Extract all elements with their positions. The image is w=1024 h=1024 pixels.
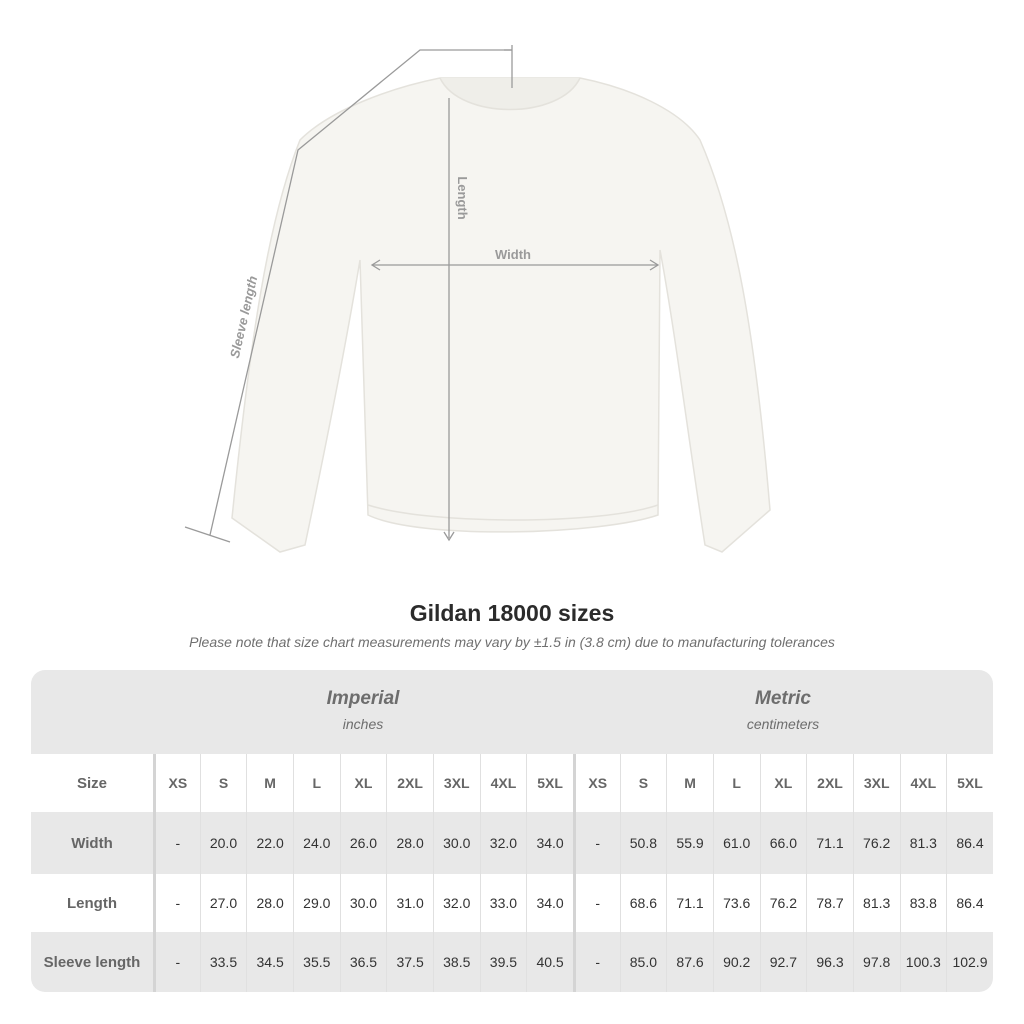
metric-value-cell: 76.2 — [759, 874, 807, 932]
metric-value-cell: 86.4 — [946, 874, 993, 932]
metric-size-header: XL — [759, 754, 807, 812]
imperial-value-cell: 40.5 — [526, 932, 573, 992]
imperial-value-cell: 34.0 — [526, 812, 573, 874]
metric-size-header: M — [666, 754, 713, 812]
imperial-value-cell: 39.5 — [479, 932, 527, 992]
metric-value-cell: 68.6 — [619, 874, 667, 932]
metric-value-cell: 66.0 — [759, 812, 807, 874]
table-row: Sleeve length -33.5 34.5 35.5 36.5 37.5 38.5 39… — [31, 932, 993, 992]
metric-value-cell: 78.7 — [806, 874, 853, 932]
size-table: Imperial inches Metric centimeters Size X… — [31, 670, 993, 992]
measurement-lines — [184, 45, 660, 543]
metric-size-header: XS — [572, 754, 620, 812]
metric-value-cell: 71.1 — [666, 874, 713, 932]
metric-value-cell: 55.9 — [666, 812, 713, 874]
imperial-title: Imperial — [326, 688, 400, 709]
imperial-value-cell: - — [153, 874, 200, 932]
imperial-value-cell: 27.0 — [199, 874, 247, 932]
imperial-value-cell: 37.5 — [386, 932, 433, 992]
metric-value-cell: 102.9 — [946, 932, 993, 992]
metric-value-cell: 97.8 — [852, 932, 900, 992]
imperial-value-cell: 28.0 — [246, 874, 293, 932]
metric-value-cell: 50.8 — [619, 812, 667, 874]
imperial-value-cell: 30.0 — [432, 812, 480, 874]
imperial-size-header: XL — [339, 754, 387, 812]
metric-value-cell: 76.2 — [852, 812, 900, 874]
page-title: Gildan 18000 sizes — [409, 600, 615, 626]
metric-header: Metric centimeters — [573, 670, 993, 754]
imperial-value-cell: 35.5 — [292, 932, 340, 992]
imperial-header: Imperial inches — [153, 670, 573, 754]
imperial-value-cell: 26.0 — [339, 812, 387, 874]
imperial-size-header: 2XL — [386, 754, 433, 812]
metric-value-cell: - — [572, 812, 620, 874]
metric-value-cell: 90.2 — [712, 932, 760, 992]
metric-value-cell: - — [572, 874, 620, 932]
metric-value-cell: 86.4 — [946, 812, 993, 874]
imperial-size-header: M — [246, 754, 293, 812]
metric-value-cell: 73.6 — [712, 874, 760, 932]
imperial-size-header: S — [199, 754, 247, 812]
table-row: Width -20.0 22.0 24.0 26.0 28.0 30.0 32.0 34.0-5… — [31, 812, 993, 874]
row-label: Width — [71, 834, 113, 852]
metric-value-cell: 81.3 — [852, 874, 900, 932]
imperial-size-header: 3XL — [432, 754, 480, 812]
metric-value-cell: 87.6 — [666, 932, 713, 992]
width-label: Width — [495, 247, 531, 262]
imperial-value-cell: 34.0 — [526, 874, 573, 932]
metric-value-cell: 61.0 — [712, 812, 760, 874]
imperial-value-cell: - — [153, 812, 200, 874]
imperial-value-cell: 36.5 — [339, 932, 387, 992]
row-label: Length — [67, 894, 117, 912]
metric-size-header: 5XL — [946, 754, 993, 812]
imperial-size-header: XS — [153, 754, 200, 812]
imperial-value-cell: 33.5 — [199, 932, 247, 992]
imperial-value-cell: 34.5 — [246, 932, 293, 992]
metric-size-header: 3XL — [852, 754, 900, 812]
metric-value-cell: 71.1 — [806, 812, 853, 874]
imperial-value-cell: 30.0 — [339, 874, 387, 932]
imperial-size-header: 4XL — [479, 754, 527, 812]
imperial-value-cell: 29.0 — [292, 874, 340, 932]
imperial-size-header: 5XL — [526, 754, 573, 812]
metric-value-cell: 100.3 — [899, 932, 947, 992]
imperial-value-cell: 20.0 — [199, 812, 247, 874]
imperial-value-cell: 31.0 — [386, 874, 433, 932]
imperial-value-cell: - — [153, 932, 200, 992]
metric-size-header: 4XL — [899, 754, 947, 812]
imperial-value-cell: 32.0 — [479, 812, 527, 874]
row-label: Size — [76, 774, 107, 792]
table-row: Length -27.0 28.0 29.0 30.0 31.0 32.0 33.0 34.0-… — [31, 874, 993, 932]
imperial-value-cell: 32.0 — [432, 874, 480, 932]
metric-size-header: L — [712, 754, 760, 812]
length-label: Length — [455, 176, 470, 219]
metric-size-header: S — [619, 754, 667, 812]
imperial-size-header: L — [292, 754, 340, 812]
sweatshirt-diagram: Width Length Sleeve length — [184, 45, 771, 553]
imperial-value-cell: 38.5 — [432, 932, 480, 992]
metric-value-cell: 85.0 — [619, 932, 667, 992]
imperial-unit: inches — [342, 716, 384, 732]
imperial-value-cell: 24.0 — [292, 812, 340, 874]
size-header-row: Size XS S M L XL 2XL 3XL 4XL 5XL XS S M L XL 2XL 3XL 4XL 5… — [31, 754, 993, 812]
tolerance-note: Please note that size chart measurements… — [189, 634, 835, 650]
sweatshirt-image — [231, 77, 771, 553]
metric-size-header: 2XL — [806, 754, 853, 812]
metric-value-cell: 96.3 — [806, 932, 853, 992]
row-label: Sleeve length — [43, 953, 141, 971]
metric-value-cell: 92.7 — [759, 932, 807, 992]
metric-value-cell: - — [572, 932, 620, 992]
metric-title: Metric — [755, 688, 811, 709]
imperial-value-cell: 33.0 — [479, 874, 527, 932]
imperial-value-cell: 22.0 — [246, 812, 293, 874]
imperial-value-cell: 28.0 — [386, 812, 433, 874]
metric-value-cell: 81.3 — [899, 812, 947, 874]
metric-value-cell: 83.8 — [899, 874, 947, 932]
metric-unit: centimeters — [746, 716, 820, 732]
